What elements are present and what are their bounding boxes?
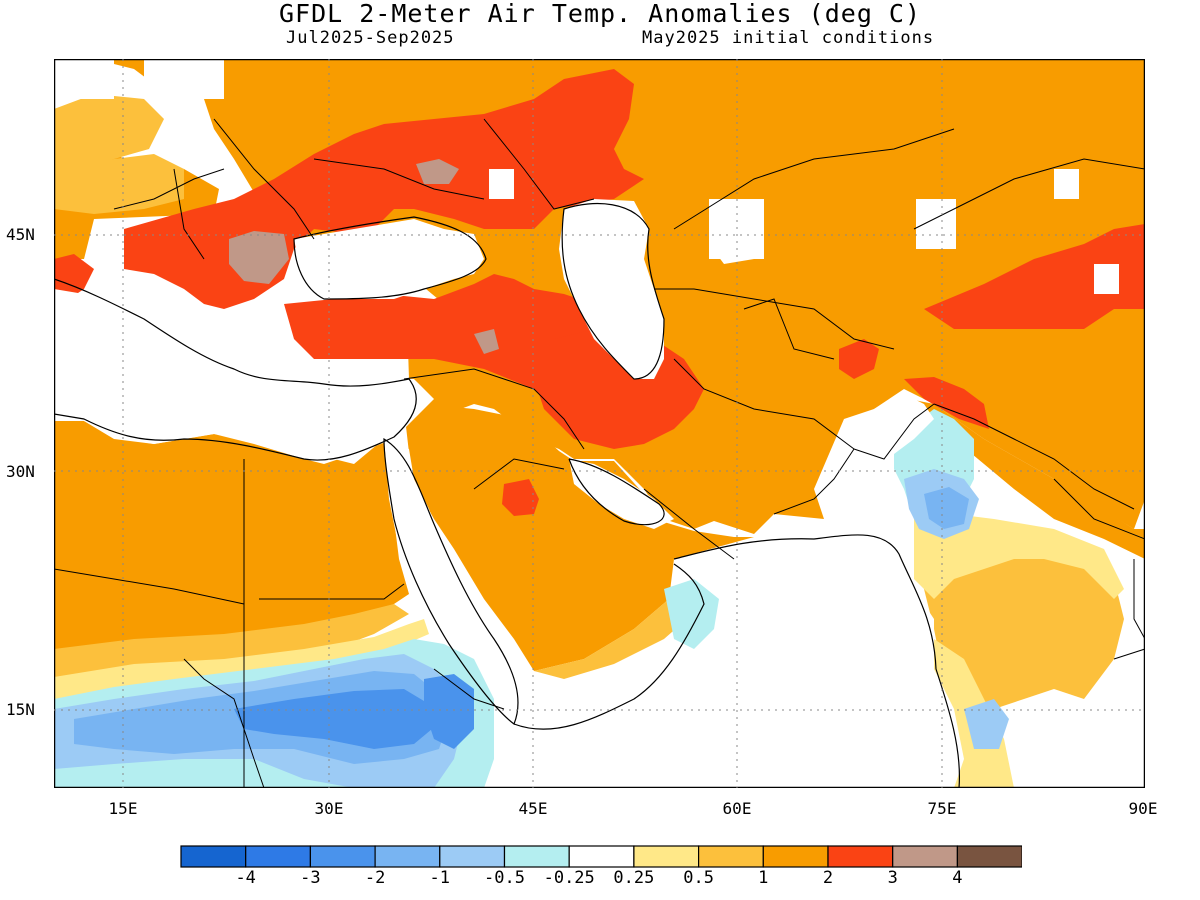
anomaly-volga-peak [416,159,459,184]
legend-label: 0.5 [683,868,714,888]
forecast-period: Jul2025-Sep2025 [286,28,455,48]
mediterranean-sea [54,289,434,464]
legend-swatch [245,845,311,868]
mask-baikal-region [1054,169,1079,199]
map-title: GFDL 2-Meter Air Temp. Anomalies (deg C) [278,0,922,28]
anomaly-tajik [839,339,879,379]
legend-label: -1 [429,868,451,888]
legend-swatch [309,845,376,868]
mask-europe-nw [54,59,114,99]
anomaly-arabia-south-edge [534,589,704,679]
lon-label-15e: 15E [108,799,138,818]
lon-label-45e: 45E [518,799,548,818]
color-legend [180,845,1022,868]
anomaly-africa-north [54,421,409,684]
anomaly-europe-west-hot [54,254,94,299]
legend-swatch [374,845,441,868]
arabian-sea [514,529,964,788]
graticule [54,59,1145,788]
country-borders [54,118,1145,788]
anomaly-map [54,59,1145,788]
anomaly-south-india-cool [964,699,1009,749]
legend-label: 0.25 [613,868,655,888]
legend-swatch [503,845,570,868]
legend-swatch [827,845,894,868]
red-sea-gulf [384,439,524,724]
anomaly-ethiopia-core [424,674,474,749]
legend-swatch [439,845,506,868]
legend-label: 1 [758,868,769,888]
caspian-sea [559,199,664,379]
legend-swatch [633,845,700,868]
initial-conditions: May2025 initial conditions [642,28,935,48]
lon-label-90e: 90E [1128,799,1158,818]
lon-label-30e: 30E [314,799,344,818]
anomaly-india-cool-core [924,487,969,529]
lon-label-75e: 75E [927,799,957,818]
anomaly-arabia-spot [502,479,539,516]
legend-label: 4 [952,868,963,888]
anomaly-himalaya-white [844,394,934,489]
lat-label-45n: 45N [6,225,35,244]
anomaly-europe-northwest [54,94,164,169]
legend-label: -0.5 [484,868,525,888]
legend-label: -2 [364,868,386,888]
legend-swatch [697,845,764,868]
mask-ladoga [489,169,514,199]
legend-swatch [180,845,247,868]
lat-label-15n: 15N [6,700,35,719]
legend-swatch [568,845,635,868]
anomaly-romania-peak [229,231,289,284]
anomaly-turkey-peak [474,329,499,354]
map-canvas [54,59,1145,788]
anomaly-pakistan-north [904,377,989,429]
mask-issyk [1094,264,1119,294]
anomaly-sahel-pale [54,619,429,699]
anomaly-arabia [404,404,754,671]
anomaly-europe-central [54,154,184,214]
lat-label-30n: 30N [6,462,35,481]
legend-label: -0.25 [543,868,595,888]
map-frame [54,59,1145,788]
anomaly-central-asia-east [924,224,1145,329]
legend-label: -3 [300,868,321,888]
anomaly-oman-cool [664,579,719,649]
anomaly-india-center [924,529,1124,709]
lon-label-60e: 60E [722,799,752,818]
mask-baltic [144,59,224,99]
legend-swatch [892,845,959,868]
legend-swatch [956,845,1022,868]
black-sea [294,219,484,299]
mask-balkhash [916,199,956,249]
coastlines [54,202,961,788]
anomaly-india-pale [914,514,1124,599]
legend-label: 2 [822,868,834,888]
anomaly-africa-cool-core [234,689,432,749]
legend-swatch [762,845,829,868]
persian-gulf [569,459,674,529]
legend-label: -4 [235,868,256,888]
legend-label: 3 [887,868,898,888]
